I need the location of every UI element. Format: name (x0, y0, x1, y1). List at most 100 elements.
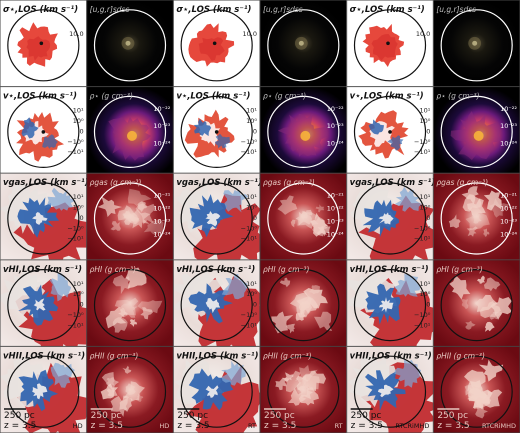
colorbar-tick: 0 (426, 301, 430, 309)
colorbar-tick: −10⁰ (67, 224, 84, 232)
density-panel-vgas-rt: 10⁻²¹ 10⁻²² 10⁻²³ 10⁻²⁴ ρgas (g cm⁻³) (260, 173, 347, 260)
velocity-panel-vgas-hd: 10¹ 10⁰ 0 −10⁰ −10¹ vgas,LOS (km s⁻¹) (0, 173, 89, 260)
velocity-panel-vstar-rt: 10¹ 10⁰ 0 −10⁰ −10¹ v⋆,LOS (km s⁻¹) (173, 86, 260, 174)
model-label: RT (248, 422, 256, 430)
velocity-label: vgas,LOS (km s⁻¹) (3, 178, 89, 188)
colorbar-tick: 0 (80, 127, 84, 135)
colorbar-tick: 10¹ (419, 280, 430, 288)
colorbar-tick: 10⁻²² (500, 204, 517, 212)
velocity-panel-vstar-hd: 10¹ 10⁰ 0 −10⁰ −10¹ v⋆,LOS (km s⁻¹) (0, 86, 87, 174)
velocity-label: σ⋆,LOS (km s⁻¹) (3, 5, 78, 15)
colorbar-tick: −10⁰ (414, 311, 431, 319)
colorbar-tick: 10⁻²² (500, 105, 517, 113)
colorbar-tick: 10⁻²² (153, 204, 170, 212)
velocity-panel-vhi-rt: 10¹ 10⁰ 0 −10⁰ −10¹ vHI,LOS (km s⁻¹) (173, 259, 260, 347)
density-panel-vgas-hd: 10⁻²¹ 10⁻²² 10⁻²³ 10⁻²⁴ ρgas (g cm⁻³) (86, 173, 174, 260)
colorbar-tick: −10¹ (414, 235, 431, 243)
colorbar-tick: 10¹ (246, 193, 257, 201)
colorbar-tick: 10⁻²³ (500, 217, 517, 225)
density-panel-vhi-rt: ρHI (g cm⁻³) (260, 259, 347, 347)
redshift-label: z = 3.5 (177, 421, 209, 431)
density-panel-vstar-rtcrimhd: 10⁻²² 10⁻²³ 10⁻²⁴ ρ⋆ (g cm⁻³) (433, 86, 520, 174)
colorbar-tick: 0 (253, 214, 257, 222)
velocity-panel-sigma-hd: 10.0 σ⋆,LOS (km s⁻¹) (0, 0, 87, 87)
colorbar-tick: 10⁻²¹ (153, 191, 170, 199)
colorbar-tick: 10⁻²⁴ (500, 139, 517, 147)
colorbar-tick: −10⁰ (241, 311, 258, 319)
density-label: ρHI (g cm⁻³) (436, 265, 482, 274)
velocity-panel-sigma-rtcrimhd: 10.0 σ⋆,LOS (km s⁻¹) (346, 0, 434, 87)
colorbar-tick: −10¹ (241, 321, 258, 329)
colorbar-tick: 10¹ (419, 193, 430, 201)
velocity-label: vgas,LOS (km s⁻¹) (350, 178, 436, 188)
density-panel-sigma-rtcrimhd: [u,g,r]sdss (433, 0, 520, 87)
scalebar-label: 250 pc (177, 411, 208, 421)
colorbar-tick: 10⁰ (246, 204, 257, 212)
redshift-label: z = 3.5 (351, 421, 383, 431)
density-panel-vhii-rtcrimhd: ρHII (g cm⁻³) 250 pcz = 3.5 RTCRiMHD (433, 346, 520, 433)
velocity-panel-sigma-rt: 10.0 σ⋆,LOS (km s⁻¹) (173, 0, 260, 87)
colorbar-tick: 10¹ (73, 280, 84, 288)
density-panel-vhi-hd: ρHI (g cm⁻³) (86, 259, 174, 347)
density-panel-sigma-hd: [u,g,r]sdss (86, 0, 174, 87)
scalebar-label: 250 pc (91, 411, 122, 421)
colorbar-tick: 10⁻²⁴ (153, 230, 170, 238)
model-label: RT (335, 422, 343, 430)
density-label: ρ⋆ (g cm⁻³) (436, 92, 479, 101)
colorbar-tick: 10¹ (246, 107, 257, 115)
velocity-label: σ⋆,LOS (km s⁻¹) (350, 5, 425, 15)
colorbar-tick: 10.0 (416, 30, 430, 38)
colorbar-tick: −10⁰ (67, 138, 84, 146)
colorbar-tick: −10¹ (67, 235, 84, 243)
density-label: ρgas (g cm⁻³) (436, 178, 488, 187)
density-panel-sigma-rt: [u,g,r]sdss (260, 0, 347, 87)
velocity-label: vHI,LOS (km s⁻¹) (350, 265, 429, 275)
density-label: ρgas (g cm⁻³) (90, 178, 142, 187)
density-label: ρHI (g cm⁻³) (263, 265, 309, 274)
redshift-label: z = 3.5 (4, 421, 36, 431)
colorbar-tick: 0 (80, 214, 84, 222)
density-panel-vhi-rtcrimhd: ρHI (g cm⁻³) (433, 259, 520, 347)
colorbar-tick: 10⁻²³ (153, 217, 170, 225)
colorbar-tick: 10¹ (246, 280, 257, 288)
velocity-panel-vgas-rtcrimhd: 10¹ 10⁰ 0 −10⁰ −10¹ vgas,LOS (km s⁻¹) (346, 173, 436, 260)
colorbar-tick: 10⁻²³ (327, 122, 344, 130)
colorbar-tick: −10⁰ (241, 138, 258, 146)
velocity-label: v⋆,LOS (km s⁻¹) (3, 92, 77, 102)
colorbar-tick: −10⁰ (67, 311, 84, 319)
colorbar-tick: 10⁻²⁴ (153, 139, 170, 147)
colorbar-tick: 10¹ (73, 107, 84, 115)
colorbar-tick: 10⁻²⁴ (327, 139, 344, 147)
colorbar-tick: 10⁻²³ (327, 217, 344, 225)
colorbar-tick: 10⁰ (246, 117, 257, 125)
colorbar-tick: 10⁻²¹ (327, 191, 344, 199)
density-panel-vhii-rt: ρHII (g cm⁻³) 250 pcz = 3.5 RT (260, 346, 347, 433)
density-label: [u,g,r]sdss (436, 5, 476, 14)
density-panel-vgas-rtcrimhd: 10⁻²¹ 10⁻²² 10⁻²³ 10⁻²⁴ ρgas (g cm⁻³) (433, 173, 520, 260)
density-panel-vstar-rt: 10⁻²² 10⁻²³ 10⁻²⁴ ρ⋆ (g cm⁻³) (260, 86, 347, 174)
colorbar-tick: 10⁻²⁴ (500, 230, 517, 238)
density-label: ρ⋆ (g cm⁻³) (90, 92, 133, 101)
colorbar-tick: 10⁻²¹ (500, 191, 517, 199)
colorbar-tick: 10⁻²³ (500, 122, 517, 130)
density-label: [u,g,r]sdss (263, 5, 303, 14)
colorbar-tick: −10¹ (414, 148, 431, 156)
colorbar-tick: 0 (426, 127, 430, 135)
velocity-label: vHII,LOS (km s⁻¹) (350, 351, 432, 361)
colorbar-tick: −10¹ (241, 235, 258, 243)
colorbar-tick: 10.0 (69, 30, 83, 38)
colorbar-tick: 10¹ (73, 193, 84, 201)
colorbar-tick: 10⁻²² (327, 204, 344, 212)
velocity-panel-vhii-rt: vHII,LOS (km s⁻¹) 250 pcz = 3.5 RT (173, 346, 260, 433)
density-label: ρHII (g cm⁻³) (90, 351, 139, 360)
model-label: HD (73, 422, 83, 430)
velocity-panel-vhii-hd: vHII,LOS (km s⁻¹) 250 pcz = 3.5 HD (0, 346, 87, 433)
scalebar-label: 250 pc (264, 411, 295, 421)
velocity-label: v⋆,LOS (km s⁻¹) (350, 92, 424, 102)
colorbar-tick: −10¹ (414, 321, 431, 329)
velocity-panel-vgas-rt: 10¹ 10⁰ 0 −10⁰ −10¹ vgas,LOS (km s⁻¹) (173, 173, 262, 260)
colorbar-tick: 10⁰ (73, 204, 84, 212)
colorbar-tick: 10⁻²⁴ (327, 230, 344, 238)
density-label: [u,g,r]sdss (90, 5, 130, 14)
colorbar-tick: −10¹ (67, 321, 84, 329)
